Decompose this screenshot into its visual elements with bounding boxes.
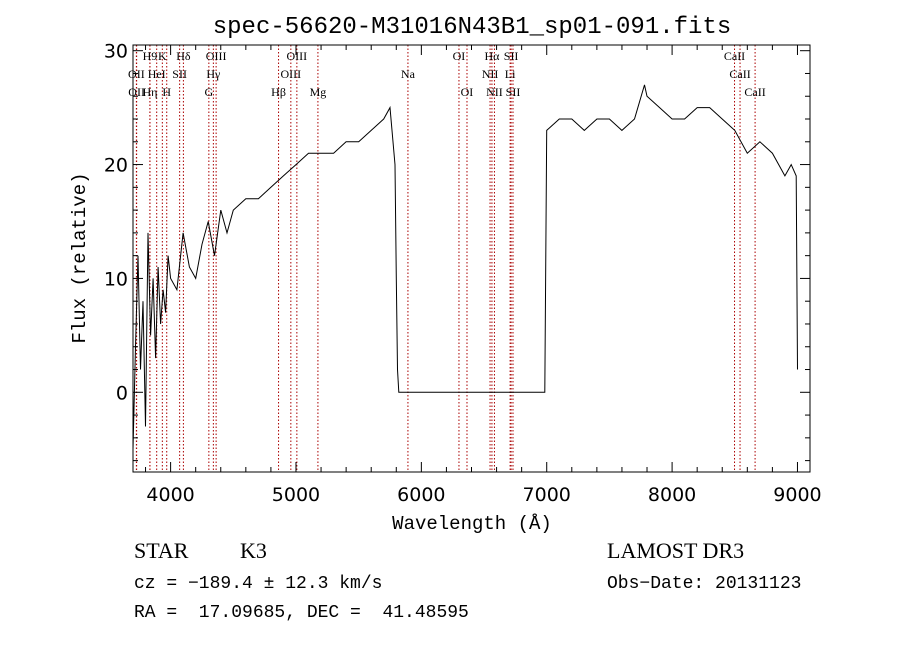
line-marker-label-7: Hδ	[176, 49, 191, 63]
line-marker-label-12: OIII	[287, 49, 308, 63]
line-marker-label-24: SII	[506, 85, 521, 99]
y-tick-label-10: 10	[104, 268, 128, 290]
x-tick-label-8000: 8000	[648, 484, 696, 506]
line-markers	[135, 45, 756, 472]
line-marker-label-1: OII	[128, 67, 145, 81]
line-marker-label-4: HeI	[148, 67, 166, 81]
axis-ticks	[133, 45, 810, 472]
plot-frame	[132, 44, 811, 473]
line-marker-label-20: SII	[504, 49, 519, 63]
line-marker-label-6: H	[162, 85, 171, 99]
observation-date: Obs−Date: 20131123	[607, 574, 802, 594]
y-axis-label: Flux (relative)	[69, 172, 91, 343]
line-marker-label-3: K	[158, 49, 167, 63]
line-marker-label-19: Hα	[484, 49, 500, 63]
line-marker-label-22: Li	[505, 67, 516, 81]
object-subclass: K3	[240, 538, 267, 563]
line-marker-label-27: CaII	[744, 85, 765, 99]
line-marker-label-10: Hγ	[206, 67, 221, 81]
y-tick-label-30: 30	[104, 41, 128, 63]
line-marker-label-13: OIII	[281, 67, 302, 81]
line-marker-label-21: NII	[482, 67, 499, 81]
line-marker-label-9: OIII	[206, 49, 227, 63]
redshift-velocity: cz = −189.4 ± 12.3 km/s	[134, 574, 383, 594]
line-marker-label-17: OI	[453, 49, 466, 63]
line-marker-label-2: OII	[128, 85, 145, 99]
flux-series-line	[132, 84, 798, 450]
line-marker-label-5: Hη	[142, 85, 157, 99]
line-marker-label-14: Hβ	[271, 85, 286, 99]
object-class: STAR	[134, 538, 189, 563]
line-marker-label-0: H9	[143, 49, 158, 63]
x-tick-label-6000: 6000	[397, 484, 445, 506]
chart-title: spec-56620-M31016N43B1_sp01-091.fits	[213, 14, 731, 41]
y-tick-label-20: 20	[104, 155, 128, 177]
spectrum-chart: spec-56620-M31016N43B1_sp01-091.fits H9 O…	[69, 14, 822, 535]
line-marker-label-18: OI	[461, 85, 474, 99]
line-marker-label-8: SII	[172, 67, 187, 81]
axis-tick-labels: 4000 5000 6000 7000 8000 9000 0 10 20 30	[104, 41, 822, 506]
x-tick-label-4000: 4000	[146, 484, 194, 506]
line-marker-label-26: CaII	[729, 67, 750, 81]
line-marker-label-11: G	[205, 85, 214, 99]
line-marker-label-23: NII	[486, 85, 503, 99]
line-marker-label-15: Mg	[310, 85, 327, 99]
y-tick-label-0: 0	[116, 382, 128, 404]
x-axis-label: Wavelength (Å)	[392, 513, 552, 535]
coordinates: RA = 17.09685, DEC = 41.48595	[134, 603, 469, 623]
x-tick-label-5000: 5000	[272, 484, 320, 506]
x-tick-label-7000: 7000	[523, 484, 571, 506]
line-marker-labels: H9 OII OII K HeI Hη H Hδ SII OIII Hγ G OIII OIII Hβ Mg N…	[128, 49, 766, 99]
line-marker-label-25: CaII	[724, 49, 745, 63]
line-marker-label-16: Na	[401, 67, 416, 81]
survey-name: LAMOST DR3	[607, 538, 745, 563]
x-tick-label-9000: 9000	[773, 484, 821, 506]
